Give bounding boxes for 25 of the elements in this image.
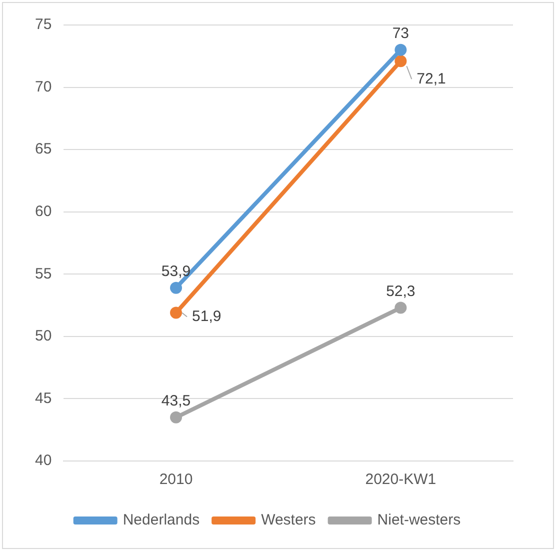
data-label: 52,3 (386, 282, 416, 300)
legend-label: Westers (261, 512, 316, 529)
legend-label: Niet-westers (377, 512, 461, 529)
y-tick-label: 40 (34, 452, 52, 470)
point (170, 282, 182, 294)
x-tick-label: 2020-KW1 (365, 471, 436, 488)
y-tick-label: 60 (34, 203, 52, 220)
data-label: 53,9 (161, 262, 191, 280)
data-label: 43,5 (161, 392, 191, 410)
point (394, 302, 407, 314)
data-label: 51,9 (192, 308, 222, 325)
y-tick-label: 75 (34, 16, 52, 34)
y-tick-label: 45 (34, 390, 52, 407)
y-tick-label: 65 (34, 140, 52, 158)
data-label: 72,1 (416, 70, 446, 88)
legend-label: Nederlands (122, 512, 200, 529)
y-tick-label: 55 (34, 265, 52, 282)
point (394, 44, 407, 56)
y-tick-label: 50 (34, 328, 52, 345)
point (170, 306, 182, 319)
x-tick-label: 2010 (159, 471, 193, 488)
point (170, 411, 182, 424)
y-tick-label: 70 (34, 78, 52, 96)
data-label: 73 (392, 25, 410, 42)
point (394, 55, 407, 68)
